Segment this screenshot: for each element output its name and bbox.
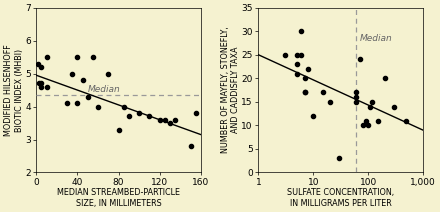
Point <box>362 119 369 122</box>
Point <box>374 119 381 122</box>
Y-axis label: MODIFIED HILSENHOFF
BIOTIC INDEX (MHBI): MODIFIED HILSENHOFF BIOTIC INDEX (MHBI) <box>4 44 24 136</box>
Y-axis label: NUMBER OF MAYFLY, STONEFLY,
AND CADDISFLY TAXA: NUMBER OF MAYFLY, STONEFLY, AND CADDISFL… <box>220 27 240 153</box>
Point <box>336 157 343 160</box>
Point <box>38 82 45 85</box>
Point <box>281 53 288 56</box>
Point <box>161 118 169 121</box>
Point <box>36 82 43 85</box>
Point <box>352 95 359 99</box>
Point <box>293 63 300 66</box>
Point <box>146 115 153 118</box>
X-axis label: SULFATE CONCENTRATION,
IN MILLIGRAMS PER LITER: SULFATE CONCENTRATION, IN MILLIGRAMS PER… <box>287 188 394 208</box>
Point <box>326 100 333 103</box>
Point <box>136 112 143 115</box>
Point <box>391 105 398 108</box>
Point <box>74 102 81 105</box>
Point <box>365 124 372 127</box>
Point <box>38 65 45 69</box>
Point <box>381 77 388 80</box>
Point <box>105 72 112 75</box>
Point <box>187 144 194 148</box>
Point <box>84 95 91 98</box>
Point <box>74 55 81 59</box>
Point <box>35 62 42 66</box>
Point <box>89 55 96 59</box>
Text: Median: Median <box>359 34 392 43</box>
Point <box>352 91 359 94</box>
Point <box>301 91 308 94</box>
Point <box>156 118 163 121</box>
Point <box>115 128 122 131</box>
Point <box>293 72 300 75</box>
Point <box>359 124 367 127</box>
Point <box>319 91 326 94</box>
Point <box>79 78 86 82</box>
Point <box>369 100 376 103</box>
Point <box>64 102 71 105</box>
Point <box>95 105 102 108</box>
Point <box>356 58 363 61</box>
X-axis label: MEDIAN STREAMBED-PARTICLE
SIZE, IN MILLIMETERS: MEDIAN STREAMBED-PARTICLE SIZE, IN MILLI… <box>57 188 180 208</box>
Point <box>310 114 317 118</box>
Point <box>43 85 50 88</box>
Point <box>367 105 374 108</box>
Point <box>166 121 173 125</box>
Point <box>297 29 304 33</box>
Point <box>192 112 199 115</box>
Point <box>301 91 308 94</box>
Point <box>297 53 304 56</box>
Point <box>125 115 132 118</box>
Point <box>43 55 50 59</box>
Point <box>352 100 359 103</box>
Point <box>301 77 308 80</box>
Point <box>120 105 127 108</box>
Point <box>293 53 300 56</box>
Point <box>304 67 312 71</box>
Point <box>403 119 410 122</box>
Point <box>172 118 179 121</box>
Text: Median: Median <box>88 85 121 94</box>
Point <box>69 72 76 75</box>
Point <box>38 85 45 88</box>
